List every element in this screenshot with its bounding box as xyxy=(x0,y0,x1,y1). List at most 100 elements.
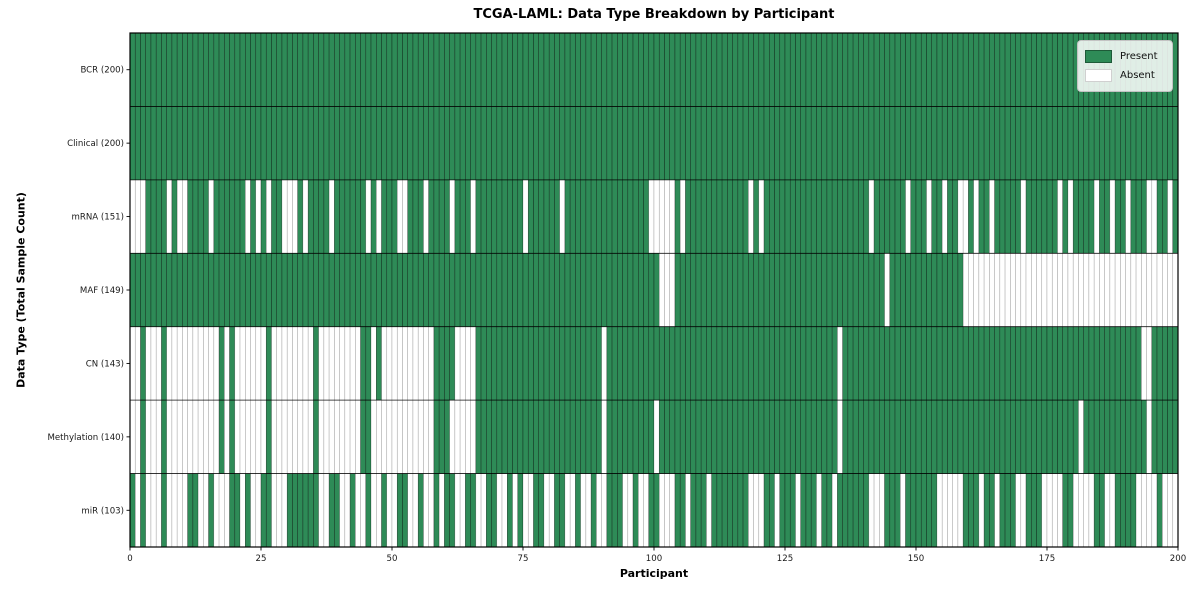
cell-present xyxy=(926,32,932,107)
cell-present xyxy=(868,106,875,181)
cell-present xyxy=(533,253,539,327)
cell-present xyxy=(1025,473,1032,548)
cell-absent xyxy=(360,473,367,548)
cell-present xyxy=(1083,179,1090,254)
cell-present xyxy=(370,253,377,327)
cell-present xyxy=(632,473,639,548)
cell-present xyxy=(674,179,681,254)
cell-present xyxy=(245,473,251,548)
cell-present xyxy=(727,179,733,254)
cell-absent xyxy=(957,179,964,254)
cell-absent xyxy=(522,473,529,548)
cell-present xyxy=(643,179,650,254)
cell-absent xyxy=(208,179,215,254)
cell-present xyxy=(737,253,744,327)
cell-present xyxy=(229,473,236,548)
cell-absent xyxy=(334,326,340,401)
cell-present xyxy=(679,32,686,107)
cell-present xyxy=(559,399,566,474)
cell-present xyxy=(685,106,691,181)
cell-present xyxy=(349,473,356,548)
cell-present xyxy=(753,179,760,254)
cell-absent xyxy=(1078,253,1084,327)
cell-absent xyxy=(1130,253,1137,327)
cell-absent xyxy=(428,473,435,548)
cell-present xyxy=(590,253,597,327)
cell-present xyxy=(486,179,492,254)
cell-present xyxy=(1062,106,1069,181)
cell-present xyxy=(1046,326,1053,401)
cell-present xyxy=(957,326,964,401)
cell-present xyxy=(711,253,718,327)
cell-present xyxy=(538,326,545,401)
cell-present xyxy=(947,399,953,474)
cell-present xyxy=(166,253,173,327)
cell-present xyxy=(831,399,838,474)
cell-present xyxy=(1135,179,1142,254)
cell-present xyxy=(564,326,571,401)
cell-present xyxy=(889,106,896,181)
cell-present xyxy=(795,179,801,254)
cell-present xyxy=(1162,179,1168,254)
cell-absent xyxy=(962,179,969,254)
y-tick-label: CN (143) xyxy=(86,359,124,369)
cell-absent xyxy=(989,179,995,254)
cell-present xyxy=(769,399,775,474)
cell-present xyxy=(947,106,953,181)
y-tick-label: BCR (200) xyxy=(80,66,124,76)
cell-absent xyxy=(391,399,398,474)
cell-present xyxy=(842,179,849,254)
cell-present xyxy=(742,32,749,107)
cell-present xyxy=(611,473,618,548)
cell-present xyxy=(1125,399,1132,474)
cell-present xyxy=(994,326,1001,401)
cell-present xyxy=(307,253,314,327)
cell-present xyxy=(286,473,293,548)
cell-present xyxy=(433,253,440,327)
cell-absent xyxy=(286,399,293,474)
cell-present xyxy=(512,326,519,401)
cell-present xyxy=(1114,473,1121,548)
cell-present xyxy=(203,106,209,181)
cell-present xyxy=(685,253,691,327)
cell-present xyxy=(229,399,236,474)
cell-present xyxy=(365,399,372,474)
cell-present xyxy=(679,326,686,401)
cell-present xyxy=(632,253,639,327)
cell-present xyxy=(1031,32,1037,107)
cell-present xyxy=(900,179,906,254)
cell-present xyxy=(1062,179,1069,254)
cell-present xyxy=(711,179,718,254)
cell-present xyxy=(271,106,277,181)
cell-present xyxy=(580,179,587,254)
cell-absent xyxy=(182,179,188,254)
cell-present xyxy=(1114,179,1121,254)
cell-present xyxy=(983,32,990,107)
cell-present xyxy=(313,253,319,327)
cell-present xyxy=(858,326,864,401)
cell-present xyxy=(155,253,162,327)
cell-present xyxy=(265,399,272,474)
cell-present xyxy=(1083,326,1090,401)
cell-present xyxy=(753,399,760,474)
row-MAF xyxy=(129,253,1179,327)
cell-present xyxy=(863,473,870,548)
cell-absent xyxy=(868,473,875,548)
cell-present xyxy=(826,399,833,474)
cell-present xyxy=(962,326,969,401)
cell-present xyxy=(858,106,864,181)
cell-absent xyxy=(1146,473,1153,548)
cell-absent xyxy=(250,399,257,474)
cell-absent xyxy=(323,326,330,401)
cell-present xyxy=(192,32,199,107)
cell-present xyxy=(245,106,251,181)
cell-present xyxy=(700,32,707,107)
cell-present xyxy=(695,326,702,401)
cell-present xyxy=(643,106,650,181)
cell-present xyxy=(145,253,152,327)
cell-present xyxy=(313,473,319,548)
cell-present xyxy=(763,106,770,181)
cell-present xyxy=(1135,399,1142,474)
cell-absent xyxy=(218,473,225,548)
cell-present xyxy=(438,326,445,401)
